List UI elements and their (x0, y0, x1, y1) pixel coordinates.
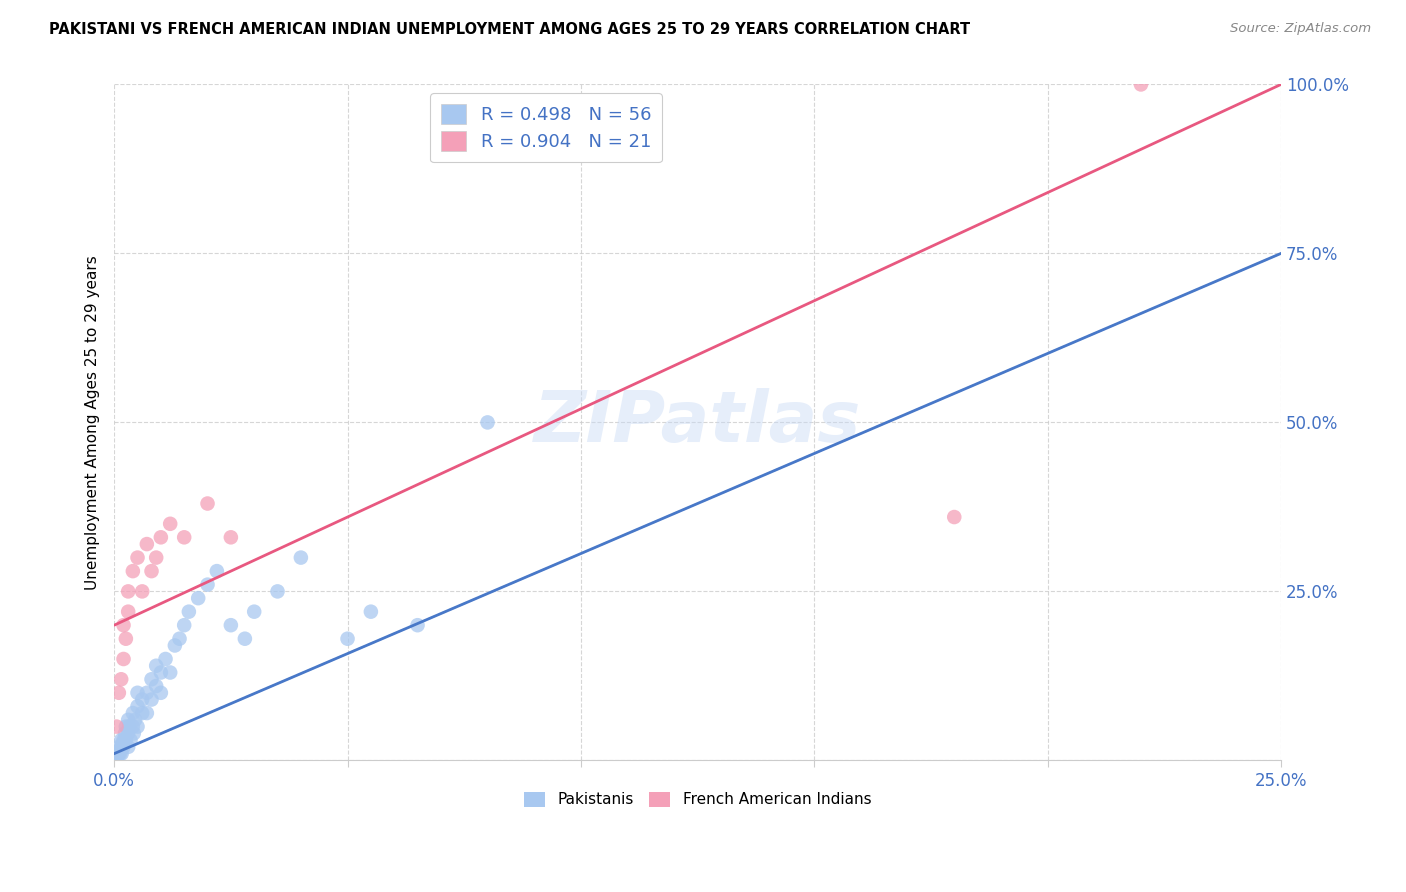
Point (135, 706, 157, 720)
Point (114, 737, 136, 751)
Point (266, 584, 288, 599)
Point (115, 733, 138, 747)
Point (108, 739, 131, 754)
Point (115, 632, 138, 646)
Point (117, 739, 139, 754)
Point (114, 726, 136, 740)
Point (169, 632, 191, 646)
Point (1129, 78, 1152, 92)
Text: Source: ZipAtlas.com: Source: ZipAtlas.com (1230, 22, 1371, 36)
Point (233, 632, 256, 646)
Text: ZIPatlas: ZIPatlas (534, 388, 862, 457)
Point (105, 720, 128, 734)
Point (112, 652, 135, 666)
Point (135, 537, 157, 551)
Point (141, 564, 163, 578)
Point (110, 739, 132, 754)
Point (159, 665, 181, 680)
Point (197, 577, 219, 591)
Y-axis label: Unemployment Among Ages 25 to 29 years: Unemployment Among Ages 25 to 29 years (86, 255, 100, 590)
Point (121, 564, 143, 578)
Point (163, 639, 186, 653)
Point (360, 605, 382, 619)
Point (112, 618, 135, 632)
Point (121, 720, 143, 734)
Point (336, 632, 359, 646)
Point (117, 713, 139, 727)
Point (107, 747, 129, 762)
Point (149, 530, 172, 544)
Point (127, 720, 149, 734)
Point (131, 692, 153, 706)
Point (187, 591, 209, 606)
Point (110, 733, 132, 747)
Point (110, 747, 132, 761)
Point (127, 686, 149, 700)
Point (112, 733, 135, 747)
Point (205, 564, 228, 578)
Point (131, 706, 153, 720)
Point (173, 618, 195, 632)
Point (145, 550, 167, 565)
Point (110, 673, 132, 687)
Point (117, 584, 139, 599)
Point (120, 733, 142, 747)
Point (112, 739, 135, 754)
Point (135, 686, 157, 700)
Legend: Pakistanis, French American Indians: Pakistanis, French American Indians (517, 786, 877, 814)
Point (943, 510, 966, 524)
Point (115, 720, 138, 734)
Point (117, 605, 139, 619)
Point (477, 416, 499, 430)
Point (406, 618, 429, 632)
Point (243, 605, 266, 619)
Point (197, 496, 219, 510)
Point (108, 747, 131, 761)
Point (149, 686, 172, 700)
Point (122, 726, 145, 740)
Point (219, 530, 242, 544)
Point (111, 747, 134, 761)
Point (111, 737, 134, 751)
Point (108, 743, 131, 757)
Point (173, 530, 195, 544)
Point (290, 550, 312, 565)
Point (155, 652, 177, 666)
Point (159, 516, 181, 531)
Point (145, 658, 167, 673)
Point (141, 673, 163, 687)
Point (105, 750, 128, 764)
Text: PAKISTANI VS FRENCH AMERICAN INDIAN UNEMPLOYMENT AMONG AGES 25 TO 29 YEARS CORRE: PAKISTANI VS FRENCH AMERICAN INDIAN UNEM… (49, 22, 970, 37)
Point (131, 584, 153, 599)
Point (145, 679, 167, 693)
Point (149, 665, 172, 680)
Point (177, 605, 200, 619)
Point (127, 699, 149, 714)
Point (127, 550, 149, 565)
Point (108, 686, 131, 700)
Point (124, 713, 146, 727)
Point (121, 706, 143, 720)
Point (118, 720, 141, 734)
Point (219, 618, 242, 632)
Point (141, 692, 163, 706)
Point (117, 726, 139, 740)
